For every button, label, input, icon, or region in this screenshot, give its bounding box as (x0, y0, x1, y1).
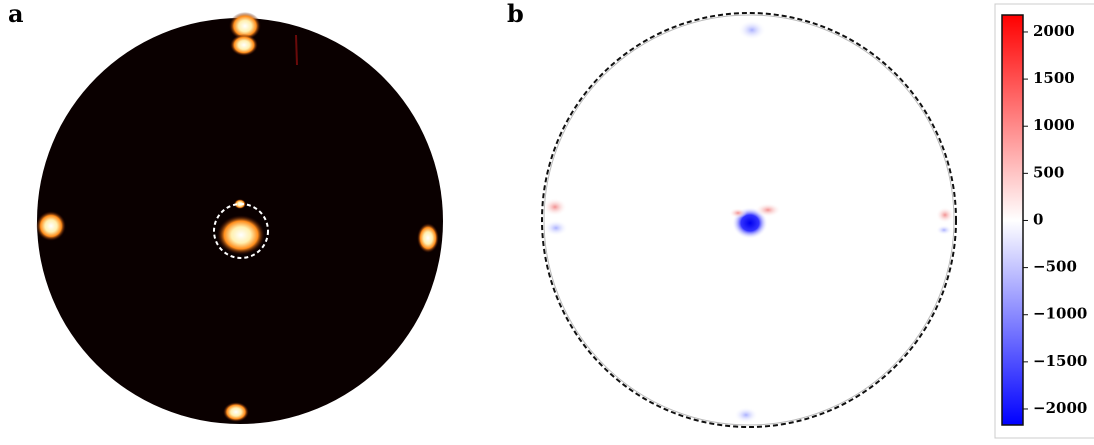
tick-label: 0 (1033, 210, 1043, 228)
panel-label: b (507, 0, 524, 28)
tick-label: −1000 (1033, 305, 1087, 323)
tick-label: −500 (1033, 258, 1077, 276)
tick-label: 1000 (1033, 116, 1075, 134)
panel-b-image (541, 12, 957, 428)
colorbar (1001, 14, 1024, 426)
tick-label: 1500 (1033, 69, 1075, 87)
tick-label: 500 (1033, 163, 1064, 181)
panel-label: a (8, 0, 24, 28)
colorbar-frame (994, 3, 1094, 439)
tick-label: 2000 (1033, 22, 1075, 40)
tick-label: −1500 (1033, 352, 1087, 370)
panel-a-image (36, 12, 443, 424)
tick-label: −2000 (1033, 399, 1087, 417)
